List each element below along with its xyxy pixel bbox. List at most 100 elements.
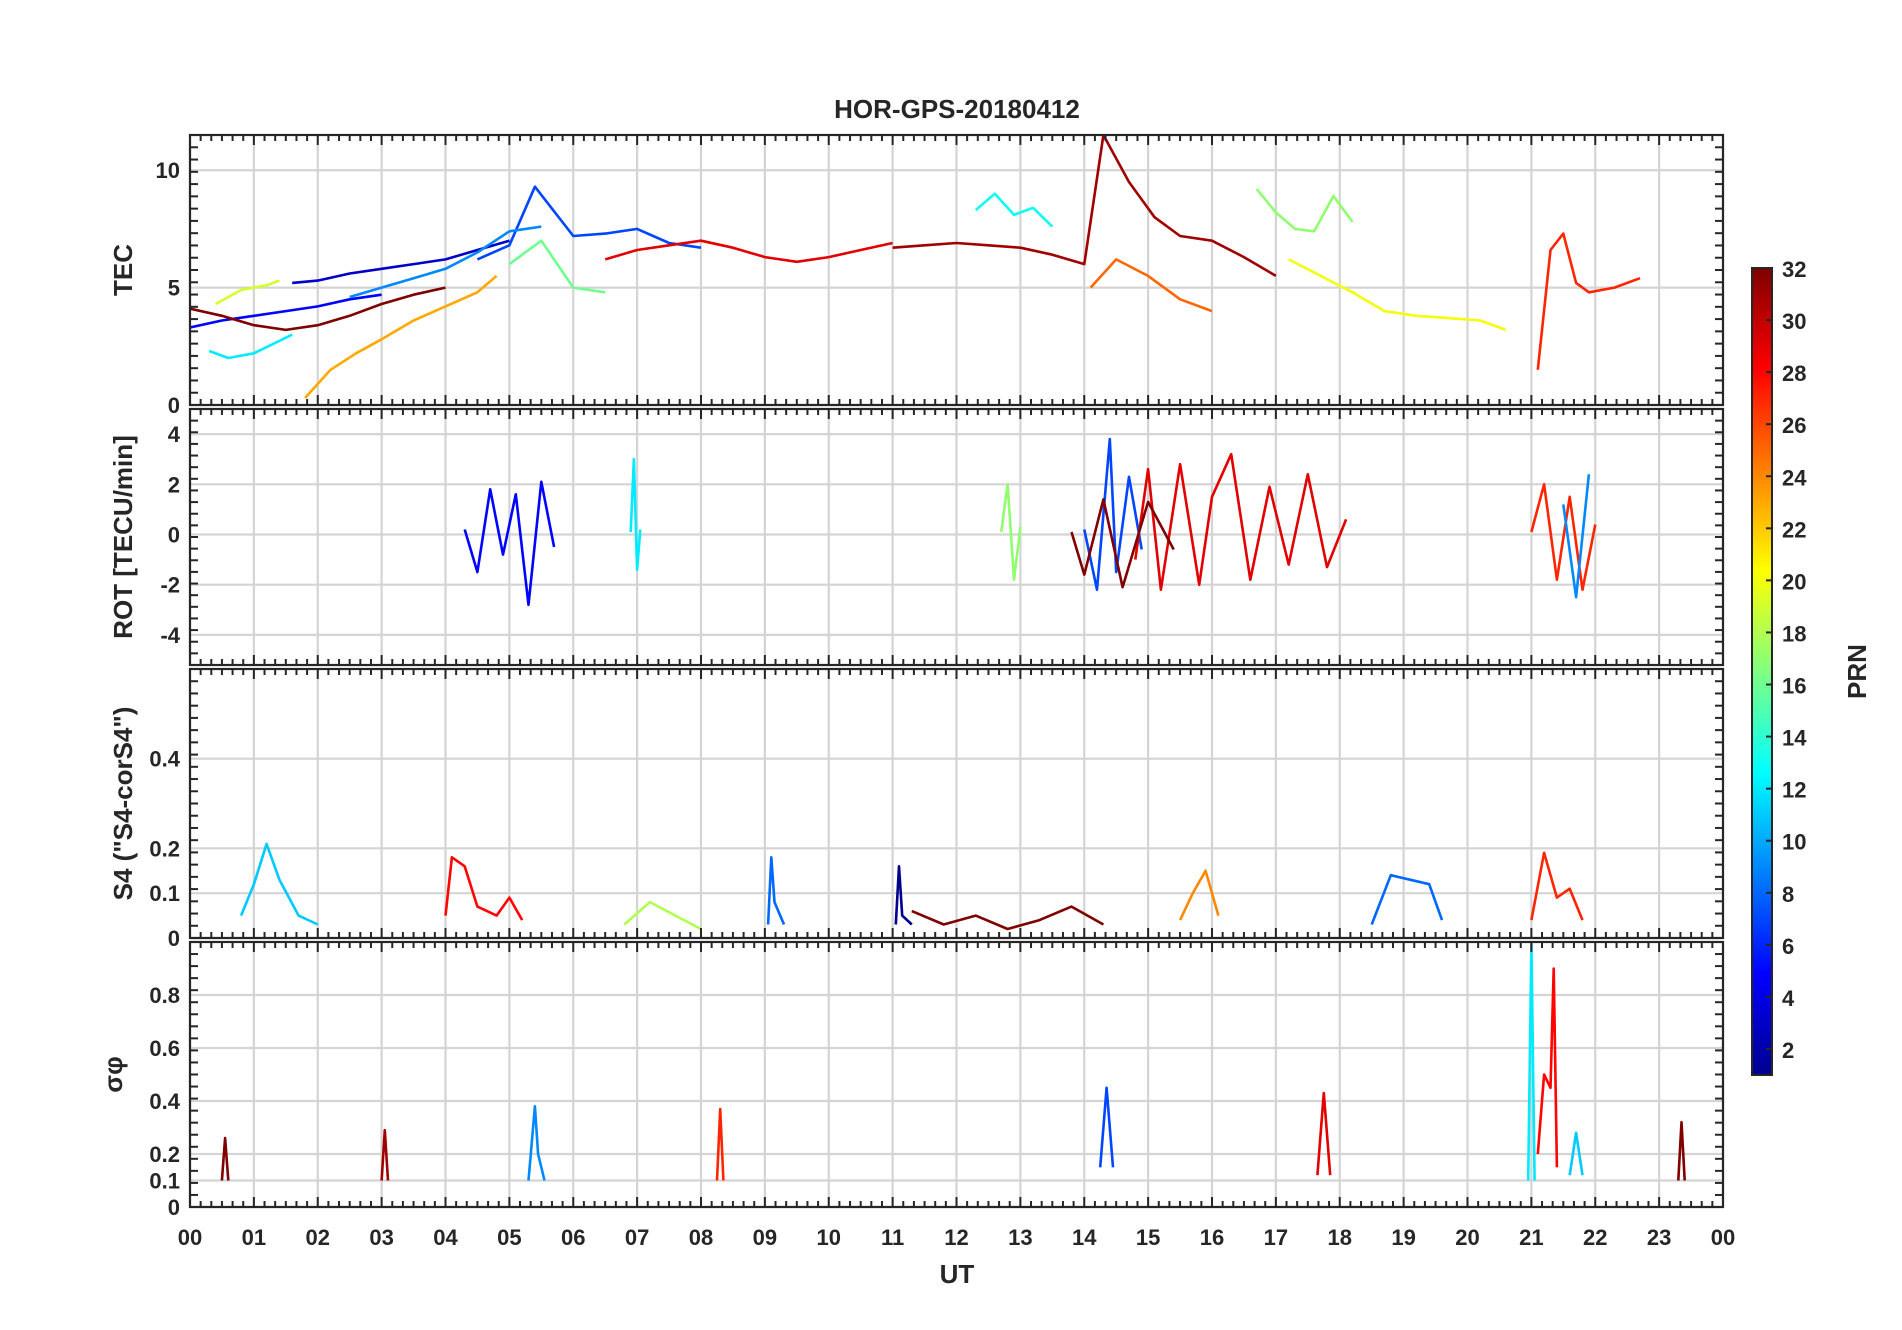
y-tick-label: 0.1: [149, 881, 180, 906]
y-tick-label: 0.2: [149, 836, 180, 861]
series-line-prn-12: [1526, 942, 1536, 1181]
x-tick-label: 22: [1583, 1225, 1607, 1250]
x-tick-label: 14: [1072, 1225, 1097, 1250]
x-tick-label: 02: [306, 1225, 330, 1250]
axis-frame: [188, 133, 1725, 407]
series-line-prn-25: [1089, 258, 1213, 313]
axes-box: [188, 407, 1725, 667]
panel-sigma_phi: 00.10.2 0.4 0.6 0.8 σφ: [98, 940, 1725, 1220]
axes-box: [188, 133, 1725, 407]
series-line-prn-12: [629, 457, 642, 571]
series-line-prn-11: [239, 842, 319, 926]
y-tick-label: 4: [168, 422, 181, 447]
series-line-prn-9: [349, 225, 542, 299]
x-tick-label: 00: [1711, 1225, 1735, 1250]
grid: [188, 135, 1725, 407]
axes-box: [188, 940, 1725, 1209]
series-line-prn-32: [220, 1136, 230, 1181]
y-tick-label: 0.6: [149, 1036, 180, 1061]
colorbar-tick-label: 26: [1782, 413, 1806, 438]
series-line-prn-5: [190, 293, 382, 329]
series-line-prn-7: [1098, 1086, 1115, 1168]
x-tick-label: 03: [369, 1225, 393, 1250]
colorbar-tick-label: 28: [1782, 361, 1806, 386]
y-tick-label: 0: [168, 1195, 180, 1220]
series-line-prn-32: [911, 905, 1105, 931]
y-tick-label: 10: [156, 158, 180, 183]
y-tick-label: 0: [168, 393, 180, 418]
grid: [188, 409, 1725, 665]
x-axis-label: UT: [940, 1259, 975, 1289]
series-line-prn-19: [214, 279, 280, 306]
y-tick-label: 0.2: [149, 1142, 180, 1167]
y-tick-label: 0: [168, 522, 180, 547]
series-line-prn-32: [190, 286, 446, 332]
colorbar-tick-label: 32: [1782, 257, 1806, 282]
series-line-prn-9: [527, 1105, 546, 1181]
panel-tec: 0 5 10 TEC: [108, 133, 1725, 418]
y-axis-label: σφ: [98, 1056, 128, 1092]
x-tick-label: 00: [178, 1225, 202, 1250]
y-tick-label: 2: [168, 472, 180, 497]
axis-frame: [188, 407, 1725, 667]
y-axis-label: TEC: [108, 244, 138, 296]
series-line-prn-27: [1530, 851, 1584, 921]
series-line-prn-27: [1530, 482, 1597, 592]
y-tick-label: 5: [168, 276, 180, 301]
colorbar-label: PRN: [1842, 644, 1872, 699]
series-line-prn-24: [1178, 869, 1220, 921]
y-axis-label: S4 ("S4-corS4"): [108, 707, 138, 901]
series-line-prn-12: [208, 333, 293, 360]
series-line-prn-23: [304, 274, 498, 399]
series-group: [220, 942, 1686, 1181]
series-line-prn-1: [894, 864, 913, 926]
x-tick-label: 23: [1647, 1225, 1671, 1250]
x-tick-label: 09: [753, 1225, 777, 1250]
axis-frame: [188, 667, 1725, 940]
series-line-prn-31: [892, 135, 1277, 278]
y-tick-label: 0.1: [149, 1169, 180, 1194]
x-tick-labels: 00 01 02 03 04 05 06 07 08 09 10 11 12 13 14 15 16 17 18 19…: [178, 1225, 1735, 1250]
series-group: [190, 135, 1641, 399]
x-tick-label: 21: [1519, 1225, 1543, 1250]
series-line-prn-28: [1536, 967, 1559, 1168]
series-line-prn-20: [1288, 258, 1507, 332]
y-tick-label: 0.4: [149, 1089, 180, 1114]
axes-box: [188, 667, 1725, 940]
series-group: [239, 842, 1584, 931]
series-line-prn-17: [999, 482, 1022, 582]
series-line-prn-7: [1083, 437, 1143, 592]
x-tick-label: 20: [1455, 1225, 1479, 1250]
x-tick-label: 01: [242, 1225, 266, 1250]
x-tick-label: 19: [1391, 1225, 1415, 1250]
y-tick-label: -4: [160, 623, 180, 648]
colorbar-tick-label: 16: [1782, 674, 1806, 699]
series-line-prn-27: [1536, 232, 1641, 370]
grid: [188, 942, 1725, 1209]
x-tick-label: 17: [1264, 1225, 1288, 1250]
series-line-prn-17: [1255, 188, 1354, 233]
x-tick-label: 18: [1328, 1225, 1352, 1250]
panel-s4: 0 0.1 0.2 0.4 S4 ("S4-corS4"): [108, 667, 1725, 951]
series-line-prn-31: [380, 1128, 390, 1181]
colorbar-tick-label: 18: [1782, 621, 1806, 646]
series-line-prn-13: [974, 192, 1054, 228]
y-tick-label: -2: [160, 573, 180, 598]
colorbar-tick-label: 24: [1782, 465, 1807, 490]
series-line-prn-16: [508, 239, 606, 294]
y-axis-label: ROT [TECU/min]: [108, 435, 138, 639]
series-line-prn-28: [444, 855, 524, 921]
colorbar-tick-label: 2: [1782, 1038, 1794, 1063]
y-tick-label: 0: [168, 926, 180, 951]
series-line-prn-18: [623, 900, 702, 931]
series-line-prn-7: [476, 185, 702, 261]
x-tick-label: 08: [689, 1225, 713, 1250]
x-tick-label: 07: [625, 1225, 649, 1250]
x-tick-label: 16: [1200, 1225, 1224, 1250]
series-line-prn-32: [1677, 1120, 1686, 1181]
colorbar-tick-label: 6: [1782, 934, 1794, 959]
colorbar-tick-label: 12: [1782, 778, 1806, 803]
y-tick-label: 0.4: [149, 747, 180, 772]
